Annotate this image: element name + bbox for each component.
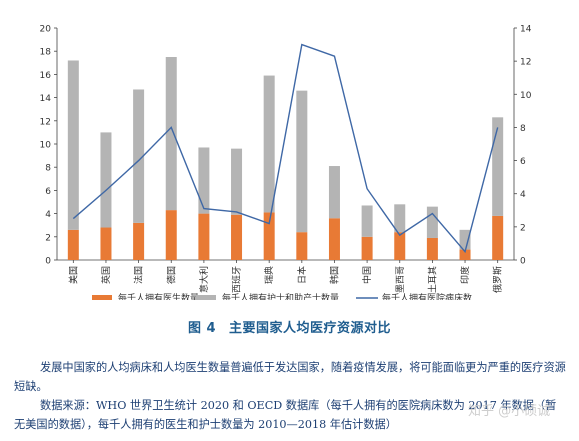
y-tick-label-left: 0 — [45, 257, 51, 267]
x-tick-label: 土耳其 — [426, 266, 438, 293]
bar-doctors — [133, 222, 145, 260]
y-tick-label-right: 2 — [520, 223, 526, 233]
paragraph-1: 发展中国家的人均病床和人均医生数量普遍低于发达国家，随着疫情发展，将可能面临更为… — [14, 361, 566, 393]
y-tick-label-left: 16 — [40, 71, 52, 81]
line-beds — [72, 43, 499, 254]
y-tick-label-right: 6 — [520, 157, 526, 167]
bar-doctors — [394, 232, 406, 260]
x-tick-label: 墨西哥 — [395, 266, 406, 293]
watermark: 知乎 @小硕诚 — [468, 404, 551, 419]
figure-label: 图 4 — [187, 321, 217, 336]
x-tick-label: 俄罗斯 — [492, 266, 504, 293]
bar-nurses — [492, 117, 504, 216]
bar-nurses — [361, 205, 373, 237]
legend-label: 每千人拥有医院病床数 — [382, 292, 472, 300]
x-tick-label: 日本 — [296, 266, 308, 284]
y-tick-label-left: 12 — [40, 117, 51, 127]
x-tick-label: 美国 — [67, 266, 79, 284]
legend-label: 每千人拥有护士和助产士数量 — [222, 292, 339, 300]
bar-doctors — [426, 237, 438, 260]
y-tick-label-left: 18 — [40, 48, 52, 58]
bar-doctors — [165, 210, 177, 260]
legend-swatch — [92, 295, 112, 300]
paragraph-2: 数据来源：WHO 世界卫生统计 2020 和 OECD 数据库（每千人拥有的医院… — [14, 399, 557, 431]
y-tick-label-left: 2 — [45, 233, 51, 243]
x-tick-label: 德国 — [165, 266, 177, 284]
x-tick-label: 法国 — [133, 266, 145, 284]
x-tick-label: 印度 — [459, 266, 471, 284]
figure-caption: 主要国家人均医疗资源对比 — [229, 321, 392, 336]
bar-nurses — [394, 204, 406, 233]
bar-nurses — [426, 206, 438, 238]
bar-doctors — [328, 218, 340, 260]
bar-nurses — [133, 89, 145, 223]
bar-doctors — [361, 236, 373, 260]
y-tick-label-right: 8 — [520, 124, 526, 134]
chart-svg: 0 2 4 6 8 10 12 14 16 18 20 0 2 4 6 8 10 12 14 美国 英国 法国 德国 意大利 西… — [40, 25, 532, 300]
y-tick-label-right: 10 — [520, 91, 532, 101]
bar-doctors — [263, 212, 275, 260]
y-tick-label-left: 4 — [45, 210, 51, 220]
chart: 0 2 4 6 8 10 12 14 16 18 20 0 2 4 6 8 10 12 14 美国 英国 法国 德国 意大利 西… — [40, 25, 532, 300]
y-tick-label-left: 6 — [45, 187, 51, 197]
x-tick-label: 意大利 — [198, 266, 210, 293]
bar-nurses — [198, 147, 210, 214]
bar-nurses — [263, 75, 275, 213]
bar-doctors — [492, 215, 504, 260]
x-tick-label: 西班牙 — [231, 266, 243, 293]
x-tick-label: 中国 — [361, 266, 373, 284]
y-tick-label-left: 20 — [40, 25, 52, 35]
bar-doctors — [459, 249, 471, 260]
y-tick-label-left: 10 — [40, 141, 52, 151]
bar-nurses — [296, 90, 308, 233]
legend-swatch — [196, 295, 216, 300]
y-tick-label-right: 12 — [520, 58, 531, 68]
bar-doctors — [100, 227, 112, 260]
figure-title: 图 4 主要国家人均医疗资源对比 — [0, 317, 579, 336]
bar-doctors — [296, 232, 308, 260]
bar-nurses — [100, 132, 112, 228]
bar-doctors — [198, 213, 210, 260]
bar-doctors — [67, 229, 79, 260]
bar-nurses — [328, 166, 340, 219]
y-tick-label-left: 8 — [45, 164, 51, 174]
bar-nurses — [459, 229, 471, 250]
y-tick-label-right: 0 — [520, 257, 526, 267]
y-tick-label-right: 4 — [520, 190, 526, 200]
y-tick-label-right: 14 — [520, 25, 532, 35]
x-tick-label: 英国 — [100, 266, 112, 284]
bar-doctors — [231, 214, 243, 260]
legend-label: 每千人拥有医生数量 — [118, 292, 199, 300]
x-tick-label: 瑞典 — [263, 266, 275, 284]
bar-nurses — [67, 60, 79, 230]
x-tick-label: 韩国 — [328, 266, 340, 284]
bar-nurses — [231, 148, 243, 215]
y-tick-label-left: 14 — [40, 94, 52, 104]
bar-nurses — [165, 57, 177, 211]
